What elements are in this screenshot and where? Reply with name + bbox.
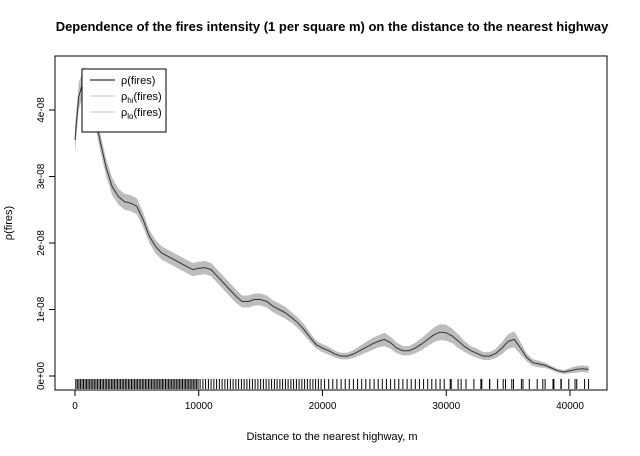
density-line: [74, 79, 589, 373]
legend-label: ρ(fires): [121, 75, 155, 87]
x-axis: 0 10000 20000 30000 40000: [72, 390, 584, 412]
y-axis: 0e+00 1e-08 2e-08 3e-08 4e-08: [36, 97, 55, 390]
chart-title: Dependence of the fires intensity (1 per…: [56, 19, 609, 34]
x-tick-label: 30000: [432, 401, 460, 412]
y-tick-label: 1e-08: [36, 296, 47, 322]
x-tick-label: 40000: [556, 401, 584, 412]
x-tick-label: 20000: [309, 401, 337, 412]
legend: ρ(fires) ρhi(fires) ρlo(fires): [81, 68, 167, 133]
x-tick-label: 10000: [185, 401, 213, 412]
x-axis-label: Distance to the nearest highway, m: [247, 431, 418, 443]
y-axis-label: ρ(fires): [3, 206, 15, 240]
rug-layer: [75, 379, 590, 389]
density-line-layer: [74, 79, 589, 373]
y-tick-label: 2e-08: [36, 230, 47, 256]
legend-label: ρhi(fires): [121, 91, 162, 105]
plot-area-frame: [54, 55, 608, 391]
y-tick-label: 3e-08: [36, 163, 47, 189]
y-tick-label: 0e+00: [36, 362, 47, 391]
y-tick-label: 4e-08: [36, 97, 47, 123]
x-tick-label: 0: [72, 401, 78, 412]
legend-label: ρlo(fires): [121, 107, 162, 121]
